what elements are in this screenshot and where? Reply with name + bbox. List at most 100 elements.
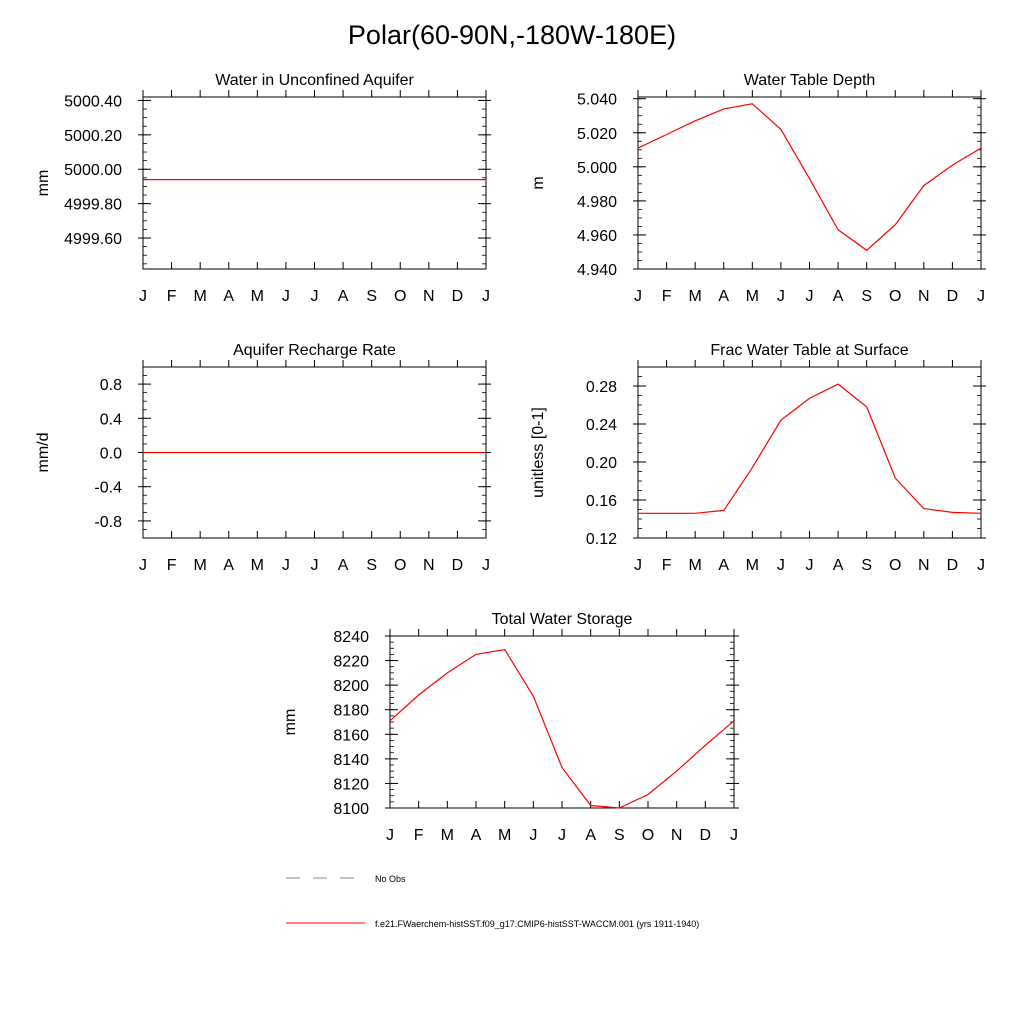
x-tick-label: J <box>529 827 537 844</box>
legend-label: No Obs <box>375 874 406 884</box>
x-tick-label: S <box>861 288 872 305</box>
chart-title: Frac Water Table at Surface <box>710 342 908 359</box>
y-tick-label: 8120 <box>333 776 369 793</box>
x-tick-label: F <box>414 827 424 844</box>
x-tick-label: J <box>634 557 642 574</box>
x-tick-label: A <box>223 288 234 305</box>
y-tick-label: 5000.00 <box>64 162 122 179</box>
y-tick-label: -0.8 <box>94 514 122 531</box>
y-tick-label: 8200 <box>333 678 369 695</box>
x-tick-label: M <box>441 827 454 844</box>
x-tick-label: S <box>366 288 377 305</box>
x-tick-label: S <box>366 557 377 574</box>
x-tick-label: J <box>482 557 490 574</box>
y-tick-label: 5000.20 <box>64 128 122 145</box>
x-tick-label: M <box>194 288 207 305</box>
x-tick-label: A <box>718 288 729 305</box>
x-tick-label: M <box>689 557 702 574</box>
y-axis-label: mm/d <box>35 433 52 473</box>
x-tick-label: D <box>700 827 712 844</box>
x-tick-label: A <box>223 557 234 574</box>
x-tick-label: O <box>394 288 406 305</box>
x-tick-label: F <box>662 288 672 305</box>
x-tick-label: J <box>634 288 642 305</box>
x-tick-label: O <box>889 557 901 574</box>
y-tick-label: 0.4 <box>100 411 122 428</box>
series-line-total-water-storage <box>389 648 735 809</box>
x-tick-label: A <box>585 827 596 844</box>
x-tick-label: J <box>558 827 566 844</box>
y-tick-label: 0.0 <box>100 446 122 463</box>
x-tick-label: J <box>806 288 814 305</box>
y-axis-label: mm <box>35 170 52 197</box>
x-tick-label: N <box>671 827 683 844</box>
x-tick-label: M <box>251 288 264 305</box>
x-tick-label: A <box>338 288 349 305</box>
x-tick-label: N <box>918 288 930 305</box>
x-tick-label: F <box>662 557 672 574</box>
x-tick-label: J <box>777 557 785 574</box>
x-tick-label: M <box>746 288 759 305</box>
x-tick-label: N <box>423 288 435 305</box>
x-tick-label: J <box>139 288 147 305</box>
figure-title: Polar(60-90N,-180W-180E) <box>347 20 677 50</box>
x-tick-label: J <box>386 827 394 844</box>
legend: No Obs f.e21.FWaerchem-histSST.f09_g17.CM… <box>286 874 699 929</box>
x-tick-label: J <box>311 288 319 305</box>
x-tick-label: D <box>452 557 464 574</box>
x-tick-label: M <box>689 288 702 305</box>
x-tick-label: N <box>423 557 435 574</box>
x-tick-label: M <box>194 557 207 574</box>
x-tick-label: F <box>167 288 177 305</box>
y-tick-label: 0.20 <box>586 455 617 472</box>
x-tick-label: A <box>471 827 482 844</box>
x-tick-label: S <box>614 827 625 844</box>
chart-title: Water in Unconfined Aquifer <box>215 72 414 89</box>
x-tick-label: M <box>251 557 264 574</box>
x-tick-label: N <box>918 557 930 574</box>
y-tick-label: 0.28 <box>586 379 617 396</box>
series-line-water-table-depth <box>637 103 982 252</box>
plot-frame <box>389 635 735 809</box>
y-axis-label: mm <box>282 709 299 736</box>
plot-frame <box>142 96 487 270</box>
y-tick-label: 8220 <box>333 654 369 671</box>
y-tick-label: 5.000 <box>577 160 617 177</box>
x-tick-label: O <box>394 557 406 574</box>
x-tick-label: J <box>311 557 319 574</box>
y-tick-label: 8180 <box>333 703 369 720</box>
y-tick-label: 8140 <box>333 752 369 769</box>
y-tick-label: 4.940 <box>577 262 617 279</box>
x-tick-label: J <box>139 557 147 574</box>
x-tick-label: O <box>889 288 901 305</box>
x-tick-label: S <box>861 557 872 574</box>
x-tick-label: O <box>642 827 654 844</box>
y-tick-label: 4.980 <box>577 194 617 211</box>
y-tick-label: 4999.80 <box>64 197 122 214</box>
chart-title: Water Table Depth <box>744 72 876 89</box>
y-tick-label: 4.960 <box>577 228 617 245</box>
y-tick-label: 0.8 <box>100 377 122 394</box>
x-tick-label: A <box>718 557 729 574</box>
y-tick-label: 0.16 <box>586 493 617 510</box>
x-tick-label: J <box>282 557 290 574</box>
y-tick-label: 8160 <box>333 727 369 744</box>
y-axis-label: m <box>530 176 547 189</box>
y-tick-label: 8100 <box>333 801 369 818</box>
x-tick-label: A <box>338 557 349 574</box>
chart-title: Total Water Storage <box>492 611 633 628</box>
x-tick-label: J <box>977 557 985 574</box>
y-tick-label: 5000.40 <box>64 93 122 110</box>
y-tick-label: 5.040 <box>577 92 617 109</box>
panel-frac-water-table-at-surface: Frac Water Table at Surface unitless [0-1… <box>530 342 986 574</box>
plot-frame <box>637 96 982 270</box>
x-tick-label: J <box>977 288 985 305</box>
y-tick-label: 8240 <box>333 629 369 646</box>
x-tick-label: J <box>730 827 738 844</box>
x-tick-label: J <box>282 288 290 305</box>
